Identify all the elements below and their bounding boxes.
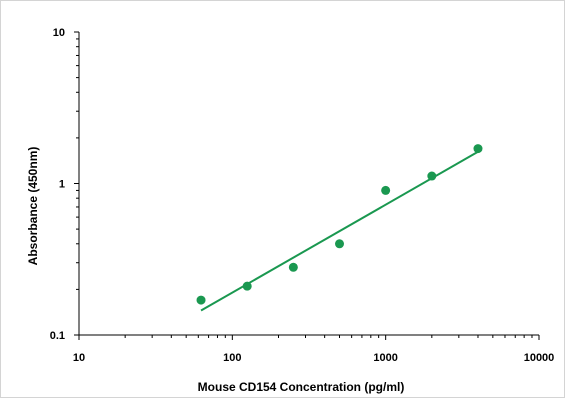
data-point (335, 239, 345, 249)
x-tick-label: 10000 (524, 352, 555, 364)
data-point (288, 262, 298, 272)
data-point (242, 281, 252, 291)
x-axis-title: Mouse CD154 Concentration (pg/ml) (198, 380, 405, 394)
x-tick-label: 10 (73, 352, 85, 364)
x-tick-label: 1000 (373, 352, 397, 364)
y-axis-title: Absorbance (450nm) (26, 147, 40, 266)
fit-line (200, 150, 479, 312)
tick-labels: 10 100 1000 10000 10 1 0.1 (50, 27, 555, 364)
axes (78, 32, 539, 336)
tick-marks (74, 31, 540, 340)
data-point (473, 144, 483, 154)
y-tick-label: 0.1 (50, 330, 65, 342)
y-tick-label: 1 (59, 179, 65, 191)
data-point (381, 185, 391, 195)
data-point (427, 171, 437, 181)
x-tick-label: 100 (223, 352, 241, 364)
data-points (196, 144, 483, 305)
data-point (196, 295, 206, 305)
y-tick-label: 10 (53, 27, 65, 39)
